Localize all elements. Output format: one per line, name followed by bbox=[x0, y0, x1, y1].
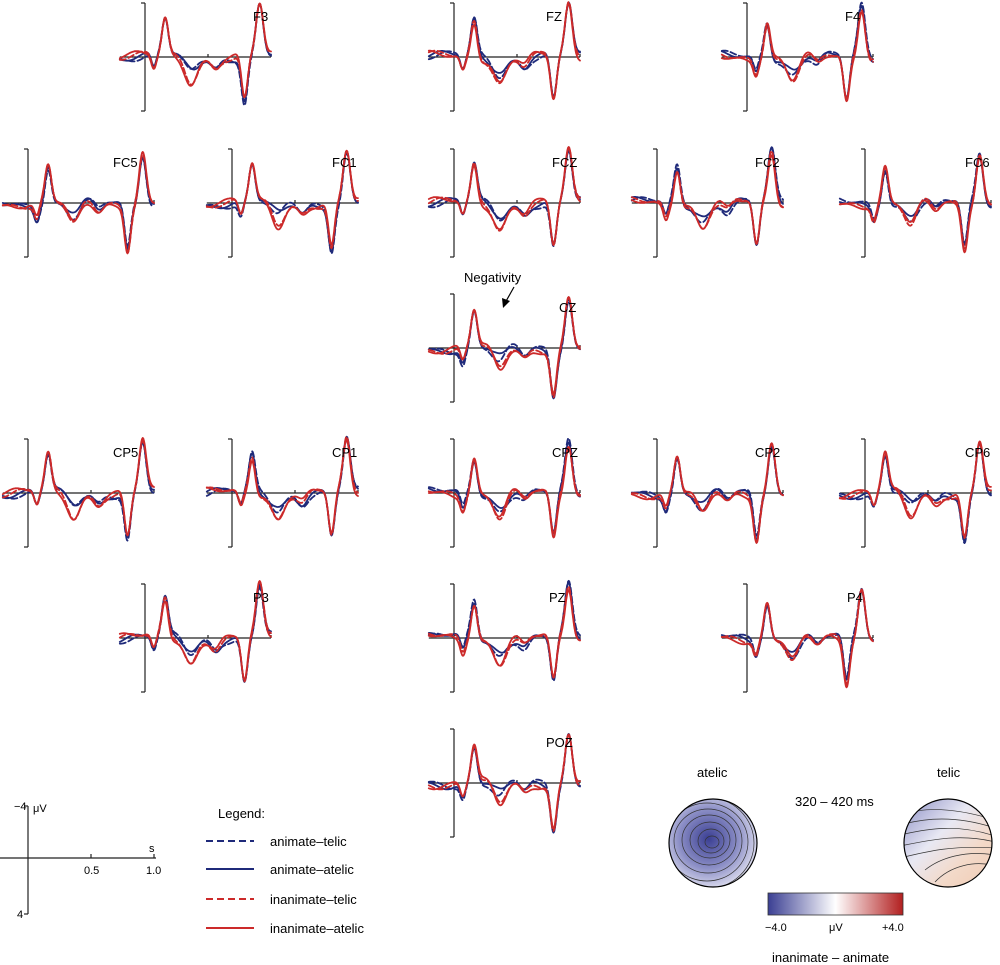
panel-pz: PZ bbox=[427, 579, 581, 693]
electrode-label: POZ bbox=[546, 735, 573, 750]
x-unit-label: s bbox=[149, 843, 155, 855]
x-tick-0.5: 0.5 bbox=[84, 865, 99, 877]
panel-cp2: CP2 bbox=[630, 438, 784, 548]
electrode-label: P3 bbox=[253, 590, 269, 605]
legend-item-inanimate-telic: inanimate–telic bbox=[206, 892, 357, 907]
panel-f3: F3 bbox=[118, 2, 272, 112]
panel-fc5: FC5 bbox=[1, 148, 155, 258]
trace-cz-3 bbox=[427, 296, 581, 395]
electrode-label: FCZ bbox=[552, 155, 577, 170]
panel-p4: P4 bbox=[720, 583, 874, 693]
legend-title: Legend: bbox=[218, 806, 265, 821]
legend-item-animate-atelic: animate–atelic bbox=[206, 862, 354, 877]
trace-cp1-3 bbox=[205, 439, 359, 535]
scale-key: −4 μV 4 s 0.5 1.0 bbox=[0, 801, 161, 921]
colorbar-max-label: +4.0 bbox=[882, 922, 904, 934]
legend-label: animate–telic bbox=[270, 834, 347, 849]
legend-label: inanimate–atelic bbox=[270, 921, 364, 936]
electrode-label: F3 bbox=[253, 9, 268, 24]
colorbar: −4.0 μV +4.0 bbox=[765, 892, 904, 934]
colorbar-min-label: −4.0 bbox=[765, 922, 787, 934]
legend-label: inanimate–telic bbox=[270, 892, 357, 907]
trace-cp6-3 bbox=[838, 440, 992, 538]
trace-fc1-1 bbox=[205, 150, 359, 253]
trace-cpz-3 bbox=[427, 446, 581, 539]
trace-fz-3 bbox=[427, 2, 581, 101]
panel-p3: P3 bbox=[118, 580, 272, 693]
y-unit-label: μV bbox=[33, 803, 47, 815]
electrode-label: CP2 bbox=[755, 445, 780, 460]
electrode-panels: F3 FZ F4 FC5 FC1 FCZ FC2 FC6 CZ CP5 CP1 CPZ CP2 CP6 P3… bbox=[1, 0, 992, 838]
trace-p3-3 bbox=[118, 580, 272, 681]
trace-fcz-3 bbox=[427, 146, 581, 246]
panel-cp1: CP1 bbox=[205, 435, 359, 548]
panel-fc6: FC6 bbox=[838, 148, 992, 258]
trace-p4-3 bbox=[720, 588, 874, 689]
y-bottom-tick: 4 bbox=[17, 909, 23, 921]
electrode-label: P4 bbox=[847, 590, 863, 605]
electrode-label: FC5 bbox=[113, 155, 138, 170]
y-top-tick: −4 bbox=[14, 801, 27, 813]
panel-cp5: CP5 bbox=[1, 437, 155, 548]
panel-fcz: FCZ bbox=[427, 146, 581, 258]
legend-label: animate–atelic bbox=[270, 862, 354, 877]
legend: Legend: animate–telic animate–atelic ina… bbox=[206, 806, 364, 936]
trace-fc1-3 bbox=[205, 149, 359, 246]
legend-item-inanimate-atelic: inanimate–atelic bbox=[206, 921, 364, 936]
trace-fc2-3 bbox=[630, 154, 784, 245]
trace-p3-2 bbox=[118, 580, 272, 683]
annotation-text: Negativity bbox=[464, 270, 522, 285]
topomap-atelic bbox=[668, 798, 758, 888]
panel-f4: F4 bbox=[720, 1, 874, 112]
trace-p3-1 bbox=[118, 583, 272, 683]
trace-cp2-3 bbox=[630, 442, 784, 544]
electrode-label: F4 bbox=[845, 9, 860, 24]
electrode-label: FC2 bbox=[755, 155, 780, 170]
electrode-label: PZ bbox=[549, 590, 566, 605]
electrode-label: CP5 bbox=[113, 445, 138, 460]
trace-f4-3 bbox=[720, 11, 874, 103]
x-tick-1.0: 1.0 bbox=[146, 865, 161, 877]
difference-label: inanimate – animate bbox=[772, 950, 889, 965]
colorbar-unit-label: μV bbox=[829, 922, 843, 934]
negativity-annotation: Negativity bbox=[464, 270, 522, 308]
panel-cp6: CP6 bbox=[838, 438, 992, 548]
trace-cp5-3 bbox=[1, 437, 155, 537]
panel-cpz: CPZ bbox=[427, 437, 581, 548]
topomap-section: atelic telic 320 – 420 ms bbox=[668, 765, 993, 965]
topomap-atelic-label: atelic bbox=[697, 765, 728, 780]
trace-poz-3 bbox=[427, 733, 581, 830]
electrode-label: FC1 bbox=[332, 155, 357, 170]
legend-item-animate-telic: animate–telic bbox=[206, 834, 347, 849]
trace-pz-3 bbox=[427, 589, 581, 679]
trace-fc6-3 bbox=[838, 154, 992, 254]
electrode-label: FC6 bbox=[965, 155, 990, 170]
trace-f3-0 bbox=[118, 2, 272, 107]
panel-poz: POZ bbox=[427, 728, 581, 838]
electrode-label: FZ bbox=[546, 9, 562, 24]
electrode-label: CPZ bbox=[552, 445, 578, 460]
time-window-label: 320 – 420 ms bbox=[795, 794, 874, 809]
panel-fc1: FC1 bbox=[205, 148, 359, 258]
topomap-telic-label: telic bbox=[937, 765, 961, 780]
electrode-label: CP6 bbox=[965, 445, 990, 460]
panel-fz: FZ bbox=[427, 0, 581, 112]
panel-fc2: FC2 bbox=[630, 146, 784, 258]
trace-fc5-3 bbox=[1, 151, 155, 255]
electrode-label: CZ bbox=[559, 300, 576, 315]
electrode-label: CP1 bbox=[332, 445, 357, 460]
panel-cz: CZ bbox=[427, 293, 581, 403]
trace-f3-3 bbox=[118, 2, 272, 98]
topomap-telic bbox=[903, 798, 993, 888]
